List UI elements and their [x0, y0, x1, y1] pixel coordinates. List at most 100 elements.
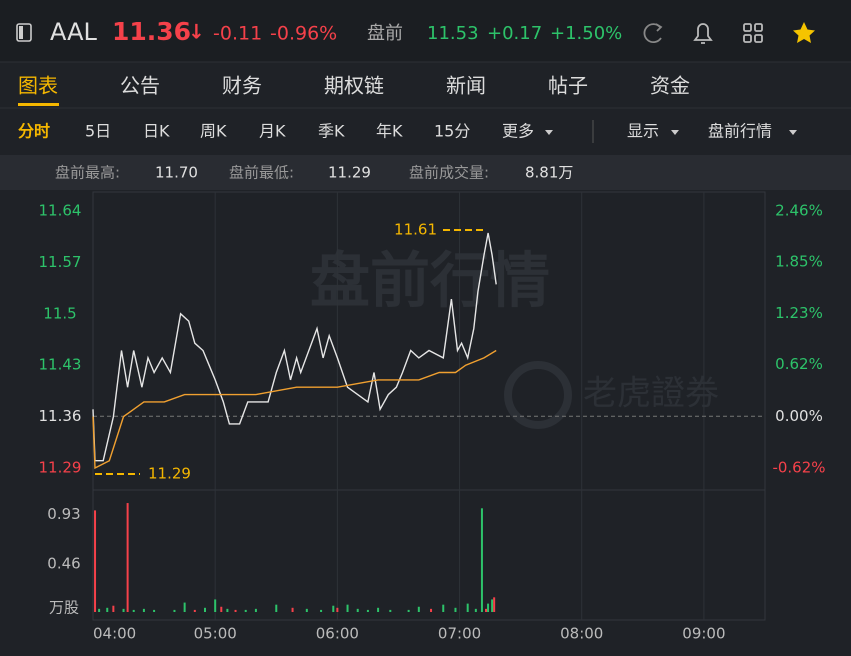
volume-bar — [332, 605, 335, 612]
y-tick-label: 11.43 — [39, 356, 82, 374]
y-tick-label: 11.57 — [39, 253, 82, 271]
volume-bar — [142, 608, 145, 612]
volume-bar — [487, 603, 490, 612]
volume-bar — [226, 608, 229, 612]
header-bar — [0, 0, 851, 62]
watermark: 盘前行情 — [310, 247, 550, 317]
subtab-right[interactable]: 显示 — [627, 122, 659, 141]
tab[interactable]: 新闻 — [446, 74, 486, 98]
symbol: AAL — [50, 18, 98, 46]
volume-bar — [94, 510, 97, 612]
sidebar-icon[interactable] — [16, 23, 32, 42]
change-pct: -0.96% — [270, 23, 337, 45]
volume-bar — [491, 599, 494, 612]
volume-bar — [480, 508, 483, 612]
bell-icon[interactable] — [693, 23, 713, 44]
annotation: 11.29 — [148, 465, 191, 483]
volume-bar — [98, 608, 101, 612]
y-tick-label: 11.5 — [43, 304, 76, 322]
pre-change: +0.17 — [487, 23, 542, 44]
volume-bar — [346, 604, 349, 612]
stat-label: 盘前成交量: — [409, 164, 489, 182]
tab[interactable]: 资金 — [650, 74, 690, 98]
stats-bar — [0, 155, 851, 190]
tab[interactable]: 期权链 — [324, 74, 384, 98]
y2-tick-label: 1.85% — [775, 252, 823, 270]
stat-value: 11.70 — [155, 164, 198, 182]
x-tick-label: 09:00 — [682, 625, 725, 643]
price-line — [92, 232, 497, 462]
caret-icon — [789, 130, 797, 135]
volume-bar — [275, 604, 278, 612]
annotation: 11.61 — [394, 221, 437, 239]
y-unit: 万股 — [49, 599, 79, 617]
x-tick-label: 08:00 — [560, 625, 603, 643]
subtab[interactable]: 周K — [200, 122, 227, 141]
volume-bar — [112, 605, 115, 612]
average-line — [92, 349, 497, 470]
volume-bar — [126, 503, 129, 612]
volume-bar — [214, 599, 217, 612]
volume-bar — [244, 609, 247, 612]
volume-bar — [366, 609, 369, 612]
stat-value: 8.81万 — [525, 164, 573, 182]
tab[interactable]: 图表 — [18, 74, 58, 98]
stat-label: 盘前最低: — [229, 164, 294, 182]
stat-value: 11.29 — [328, 164, 371, 182]
y2-tick-label: 1.23% — [775, 304, 823, 322]
subtab[interactable]: 更多 — [502, 122, 534, 141]
volume-bar — [122, 608, 125, 612]
star-icon[interactable] — [793, 22, 815, 43]
volume-bar — [430, 608, 433, 612]
y2-tick-label: 0.00% — [775, 407, 823, 425]
change: -0.11 — [213, 23, 262, 45]
volume-bar — [204, 607, 206, 612]
y-tick-label: 11.36 — [39, 407, 82, 425]
volume-bar — [417, 606, 420, 612]
volume-bar — [153, 609, 156, 612]
volume-bar — [454, 607, 457, 612]
tab[interactable]: 财务 — [222, 74, 262, 98]
y2-tick-label: -0.62% — [772, 459, 825, 477]
tab[interactable]: 帖子 — [548, 74, 588, 98]
subtab[interactable]: 月K — [259, 122, 286, 141]
tab-underline — [18, 103, 59, 106]
subtab[interactable]: 5日 — [85, 122, 111, 141]
y2-tick-label: 0.62% — [775, 355, 823, 373]
volume-bar — [474, 608, 477, 612]
y-tick-label: 0.93 — [47, 505, 80, 523]
volume-bar — [389, 609, 392, 612]
y-tick-label: 11.64 — [39, 202, 82, 220]
arrow: ↓ — [188, 20, 205, 44]
volume-bar — [305, 608, 308, 612]
grid-icon[interactable] — [743, 23, 763, 43]
y2-tick-label: 2.46% — [775, 202, 823, 220]
caret-icon — [671, 130, 679, 135]
price: 11.36 — [112, 17, 191, 46]
stat-label: 盘前最高: — [55, 164, 120, 182]
subtab[interactable]: 年K — [376, 122, 403, 141]
pre-price: 11.53 — [427, 23, 479, 44]
volume-bar — [485, 608, 488, 612]
volume-bar — [220, 606, 223, 612]
brand-logo — [504, 361, 572, 429]
subtab[interactable]: 分时 — [18, 122, 50, 141]
subtab[interactable]: 日K — [143, 122, 170, 141]
plot-frame — [92, 191, 766, 621]
subtab[interactable]: 季K — [318, 122, 345, 141]
refresh-icon[interactable] — [643, 23, 663, 43]
volume-bar — [442, 604, 445, 612]
session: 盘前 — [367, 23, 403, 44]
volume-bar — [132, 609, 135, 612]
volume-bar — [377, 607, 380, 612]
subtab-right[interactable]: 盘前行情 — [708, 122, 772, 141]
volume-bar — [407, 609, 410, 612]
volume-bar — [291, 607, 294, 612]
pre-change-pct: +1.50% — [550, 23, 622, 44]
subtab[interactable]: 15分 — [434, 122, 470, 141]
volume-bar — [336, 607, 339, 612]
tab[interactable]: 公告 — [120, 74, 160, 98]
volume-bar — [466, 603, 469, 612]
